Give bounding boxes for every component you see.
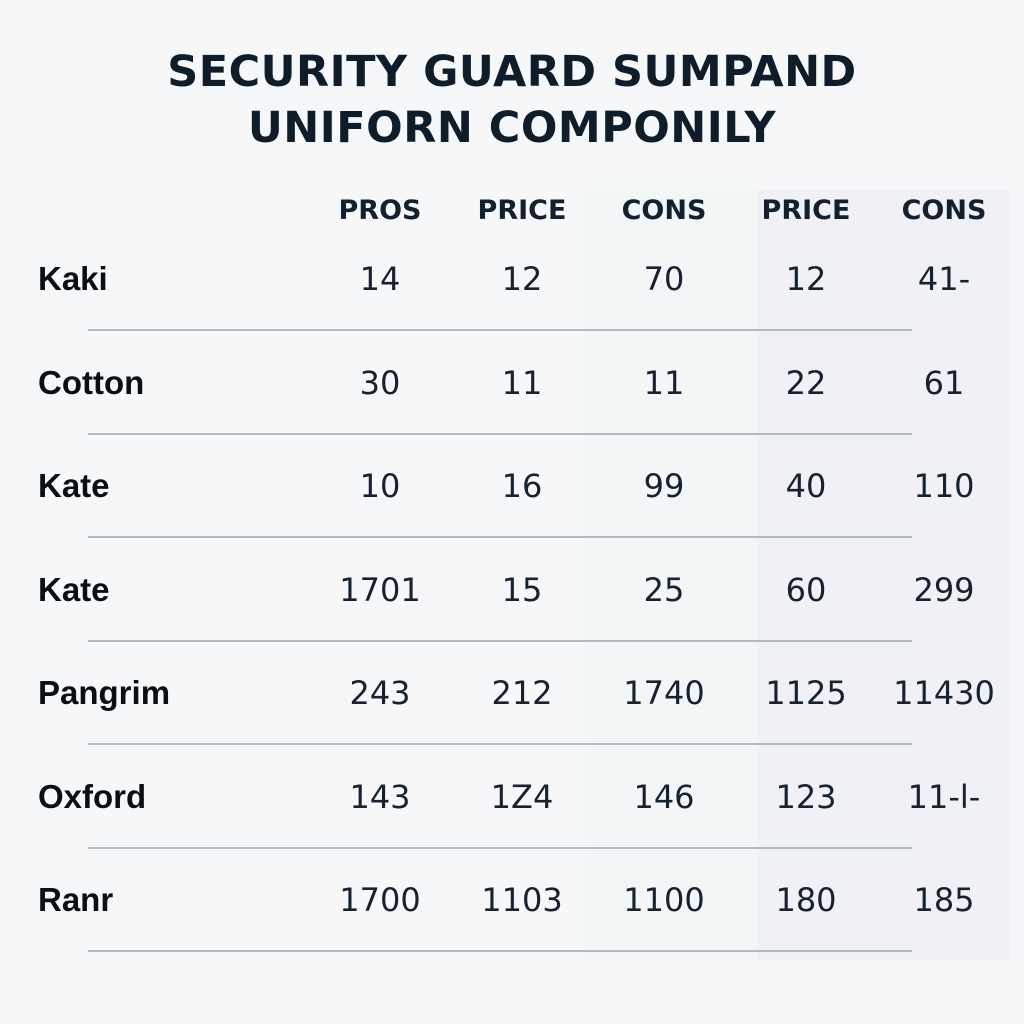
table-cell: 40 — [785, 467, 827, 505]
row-divider — [88, 846, 912, 849]
row-divider — [88, 950, 912, 952]
table-cell: 99 — [643, 467, 685, 505]
table-cell: 41- — [917, 260, 971, 298]
row-label: Kate — [38, 467, 110, 504]
table-cell: 243 — [349, 674, 411, 712]
chart-title: SECURITY GUARD SUMPAND UNIFORN COMPONILY — [0, 44, 1024, 156]
table-cell: 11-l- — [907, 777, 981, 816]
column-header-cons-3: CONS — [621, 195, 707, 226]
table-cell: 123 — [775, 777, 837, 816]
row-label: Kate — [38, 570, 110, 608]
table-cell: 11 — [643, 363, 685, 402]
row-label: Kaki — [38, 260, 108, 297]
table-cell: 70 — [643, 260, 685, 298]
column-header-cons-5: CONS — [901, 195, 987, 226]
table-cell: 16 — [501, 467, 543, 505]
row-divider — [88, 536, 912, 538]
table-cell: 1103 — [481, 881, 563, 919]
table-cell: 14 — [359, 260, 401, 298]
table-cell: 1Z4 — [490, 777, 554, 816]
table-cell: 299 — [913, 570, 975, 609]
table-cell: 1700 — [339, 881, 421, 919]
row-divider — [88, 432, 912, 435]
table-cell: 11430 — [893, 674, 995, 712]
table-cell: 12 — [501, 260, 543, 298]
row-divider — [88, 639, 912, 642]
title-line-2: UNIFORN COMPONILY — [247, 103, 777, 153]
column-shade-right — [757, 190, 1010, 960]
column-header-pros-1: PROS — [338, 195, 422, 226]
row-label: Pangrim — [38, 674, 171, 711]
table-cell: 10 — [359, 467, 401, 505]
table-cell: 212 — [491, 674, 553, 712]
table-cell: 12 — [785, 260, 827, 298]
table-cell: 11 — [501, 363, 543, 402]
table-cell: 1701 — [339, 570, 421, 609]
table-cell: 1740 — [623, 674, 705, 712]
row-divider — [88, 329, 912, 331]
table-cell: 22 — [785, 363, 827, 402]
table-cell: 61 — [923, 363, 965, 402]
table-cell: 110 — [913, 467, 975, 505]
row-divider — [88, 743, 912, 745]
table-cell: 180 — [775, 881, 837, 919]
title-line-1: SECURITY GUARD SUMPAND — [167, 47, 857, 97]
table-cell: 185 — [913, 881, 975, 919]
row-label: Ranr — [38, 881, 114, 918]
table-cell: 143 — [349, 777, 411, 816]
table-cell: 25 — [643, 570, 685, 609]
row-label: Cotton — [38, 363, 145, 401]
table-cell: 1125 — [765, 674, 847, 712]
row-label: Oxford — [38, 777, 147, 815]
table-cell: 146 — [633, 777, 695, 816]
column-header-price-4: PRICE — [761, 195, 851, 226]
column-header-price-2: PRICE — [477, 195, 567, 226]
table-cell: 30 — [359, 363, 401, 402]
column-shade-left — [585, 190, 757, 960]
table-cell: 60 — [785, 570, 827, 609]
table-cell: 1100 — [623, 881, 705, 919]
table-cell: 15 — [501, 570, 543, 609]
